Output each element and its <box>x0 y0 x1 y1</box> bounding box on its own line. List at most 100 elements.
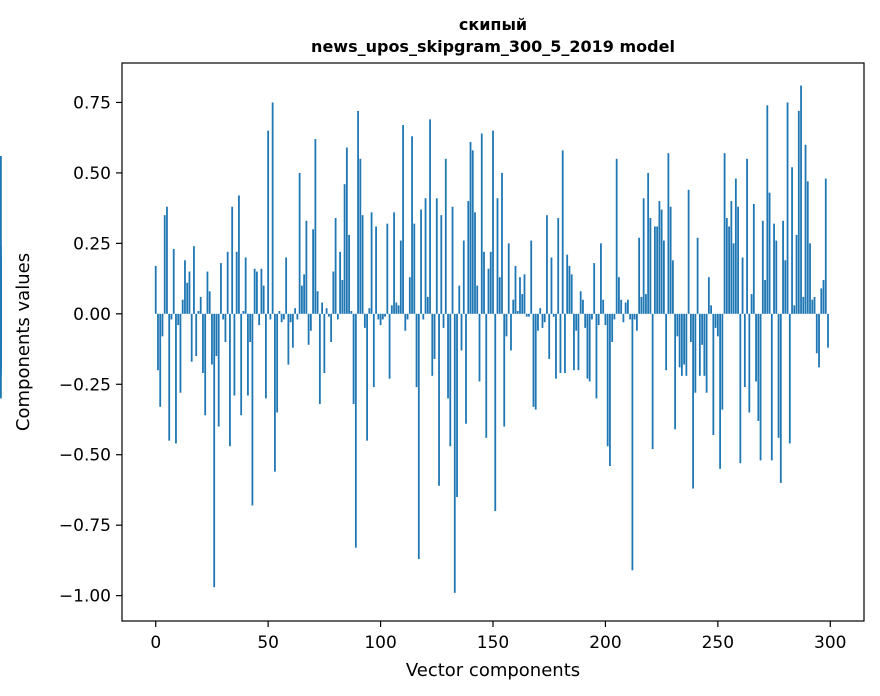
bar-239 <box>692 313 695 489</box>
bar-19 <box>197 311 200 314</box>
bar-6 <box>168 313 171 441</box>
bar-37 <box>238 195 240 314</box>
bar-228 <box>667 153 670 314</box>
bar-34 <box>231 206 234 314</box>
bar-222 <box>653 226 656 314</box>
bar-103 <box>386 223 389 314</box>
bar-52 <box>271 102 274 314</box>
bar-87 <box>350 311 353 314</box>
bar-252 <box>721 313 724 410</box>
bar-137 <box>462 240 465 314</box>
bar-86 <box>348 234 350 314</box>
bar-166 <box>528 313 530 317</box>
y-axis-label: Components values <box>13 253 34 431</box>
bar-125 <box>435 198 438 314</box>
bar-198 <box>600 243 602 314</box>
bar-251 <box>719 313 721 469</box>
bar-23 <box>206 271 209 314</box>
bar-94 <box>366 313 368 441</box>
bar-92 <box>361 215 364 314</box>
bar-161 <box>516 311 519 314</box>
bar-164 <box>523 274 526 314</box>
bar-129 <box>444 158 447 314</box>
bar-10 <box>177 313 180 326</box>
bar-29 <box>220 263 222 314</box>
bar-243 <box>701 313 704 345</box>
x-tick-label: 200 <box>589 633 621 653</box>
y-tick-label: 0.00 <box>73 305 111 325</box>
bar-88 <box>352 313 355 404</box>
bar-21 <box>202 313 204 373</box>
bar-131 <box>449 313 452 447</box>
bar-106 <box>393 212 395 314</box>
bar-132 <box>451 206 454 314</box>
bar-97 <box>372 313 375 388</box>
bar-20 <box>199 296 202 314</box>
bar-270 <box>761 220 764 314</box>
bar-133 <box>453 313 456 593</box>
bar-231 <box>674 313 677 430</box>
bar-67 <box>305 220 308 314</box>
bar-126 <box>438 313 440 486</box>
bar-127 <box>440 215 443 314</box>
bar-80 <box>334 218 337 314</box>
bar-151 <box>494 313 497 512</box>
bar-42 <box>249 313 252 342</box>
bar-76 <box>325 308 328 314</box>
bar-95 <box>368 308 371 314</box>
bar-215 <box>638 237 641 314</box>
bar-276 <box>775 240 778 314</box>
bar-101 <box>381 313 384 320</box>
bar-194 <box>591 313 593 320</box>
bar-114 <box>411 136 413 314</box>
bar-96 <box>370 212 373 314</box>
bar-183 <box>566 254 569 314</box>
bar-249 <box>714 313 717 328</box>
bar-297 <box>822 280 825 314</box>
bar-285 <box>795 234 798 314</box>
bar-145 <box>480 133 483 314</box>
bar-119 <box>422 313 425 320</box>
bar-207 <box>620 299 623 314</box>
bar-240 <box>694 313 697 393</box>
bar-236 <box>685 313 688 376</box>
bar-238 <box>689 313 692 342</box>
bar-167 <box>530 240 533 314</box>
bar-0 <box>154 265 157 314</box>
bar-170 <box>537 313 539 331</box>
bar-199 <box>602 299 605 314</box>
bar-169 <box>534 313 537 410</box>
bar-229 <box>669 206 672 314</box>
bar-61 <box>291 313 294 348</box>
bar-279 <box>782 220 784 314</box>
bar-73 <box>318 313 321 404</box>
bar-105 <box>390 305 393 314</box>
bar-282 <box>788 313 791 444</box>
bar-271 <box>764 280 766 314</box>
bar-150 <box>492 130 494 314</box>
bar-49 <box>265 313 267 399</box>
bar-5 <box>166 206 168 314</box>
bar-63 <box>296 313 299 320</box>
bar-255 <box>728 226 730 314</box>
bar-254 <box>725 218 728 314</box>
bar-173 <box>543 313 546 323</box>
bar-284 <box>793 305 796 314</box>
bar-160 <box>514 265 517 314</box>
x-tick-label: 100 <box>364 633 396 653</box>
bar-281 <box>786 102 789 314</box>
bar-232 <box>676 313 679 337</box>
bar-262 <box>743 313 746 388</box>
x-tick-label: 0 <box>150 633 161 653</box>
x-tick-label: 300 <box>814 633 846 653</box>
bar-219 <box>647 172 650 314</box>
x-tick-label: 250 <box>702 633 734 653</box>
bar-224 <box>658 201 661 314</box>
bar-204 <box>613 313 616 320</box>
bar-171 <box>539 308 542 314</box>
bar-83 <box>341 280 344 314</box>
bar-78 <box>330 313 333 342</box>
bar-202 <box>609 313 611 466</box>
